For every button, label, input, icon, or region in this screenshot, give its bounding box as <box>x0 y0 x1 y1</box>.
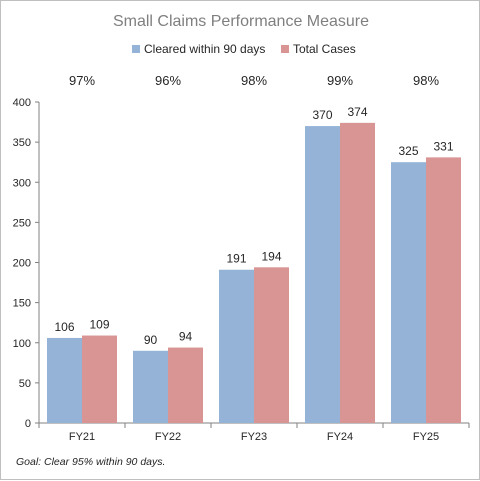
x-tick-label: FY24 <box>327 431 353 443</box>
legend-label-cleared: Cleared within 90 days <box>144 42 265 56</box>
data-label: 325 <box>398 144 418 158</box>
y-tick-label: 250 <box>13 217 31 229</box>
percent-label: 98% <box>413 73 439 88</box>
y-tick-label: 50 <box>19 378 31 390</box>
y-tick-label: 200 <box>13 258 31 270</box>
x-tick-label: FY22 <box>155 431 181 443</box>
data-label: 194 <box>261 249 281 263</box>
y-tick-label: 350 <box>13 137 31 149</box>
data-label: 90 <box>144 333 158 347</box>
data-label: 94 <box>179 330 193 344</box>
bar <box>82 335 117 423</box>
bar <box>305 126 340 423</box>
legend-swatch-cleared <box>132 45 140 53</box>
percent-label: 96% <box>155 73 181 88</box>
bar <box>391 162 426 423</box>
bar <box>47 337 82 423</box>
footnote: Goal: Clear 95% within 90 days. <box>16 456 165 468</box>
y-tick-label: 400 <box>13 97 31 109</box>
legend-label-total: Total Cases <box>293 42 356 56</box>
bar <box>254 267 289 423</box>
percent-label: 99% <box>327 73 353 88</box>
chart-title: Small Claims Performance Measure <box>113 13 369 30</box>
percent-label: 97% <box>69 73 95 88</box>
y-tick-label: 0 <box>25 418 31 430</box>
bar <box>340 122 375 424</box>
y-tick-label: 100 <box>13 338 31 350</box>
x-tick-label: FY25 <box>413 431 439 443</box>
data-label: 374 <box>347 105 367 119</box>
data-label: 331 <box>433 139 453 153</box>
y-tick-label: 150 <box>13 298 31 310</box>
bar <box>426 157 461 423</box>
data-label: 370 <box>312 108 332 122</box>
data-label: 106 <box>54 320 74 334</box>
plot-area: 0 50 100 150 200 250 300 350 400 FY21 97% 106 109 FY2… <box>13 73 470 443</box>
bar <box>168 347 203 423</box>
bar <box>219 269 254 423</box>
data-label: 109 <box>89 318 109 332</box>
data-label: 191 <box>226 252 246 266</box>
x-tick-label: FY23 <box>241 431 267 443</box>
legend-swatch-total <box>281 45 289 53</box>
bar <box>133 350 168 423</box>
percent-label: 98% <box>241 73 267 88</box>
legend: Cleared within 90 days Total Cases <box>132 42 356 56</box>
x-tick-label: FY21 <box>69 431 95 443</box>
y-tick-label: 300 <box>13 177 31 189</box>
